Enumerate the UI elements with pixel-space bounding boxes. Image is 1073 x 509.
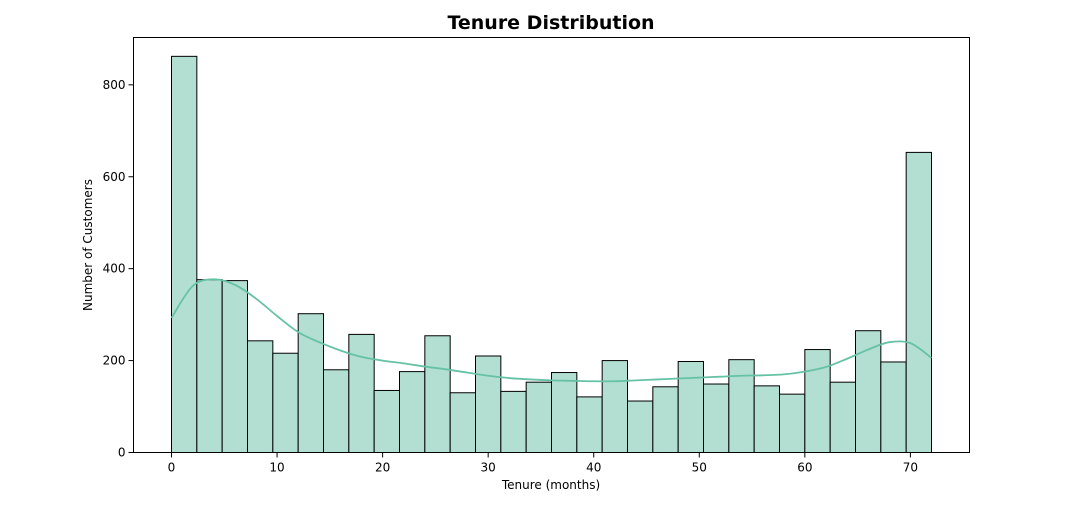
x-tick-label: 60: [797, 461, 812, 475]
y-tick-label: 800: [103, 78, 126, 92]
histogram-bar: [171, 55, 198, 454]
x-tick-label: 50: [692, 461, 707, 475]
histogram-bar: [576, 396, 603, 454]
histogram-bar: [348, 333, 375, 453]
histogram-bar: [373, 389, 400, 454]
histogram-bar: [297, 313, 324, 453]
histogram-bar: [424, 335, 451, 453]
plot-frame: [133, 37, 970, 453]
x-tick-label: 30: [481, 461, 496, 475]
histogram-bar: [829, 381, 857, 453]
x-tick-label: 20: [375, 461, 390, 475]
histogram-bar: [221, 280, 249, 454]
x-axis-label: Tenure (months): [501, 478, 600, 492]
histogram-bar: [551, 372, 578, 454]
histogram-bar: [804, 349, 831, 453]
histogram-bar: [196, 279, 223, 454]
y-axis-label: Number of Customers: [81, 179, 95, 311]
histogram-bar: [601, 360, 629, 453]
chart-title: Tenure Distribution: [447, 12, 654, 34]
histogram-bar: [728, 359, 755, 453]
x-axis-ticks: 0 10 20 30 40 50 60 70: [168, 452, 918, 475]
histogram-bar: [525, 381, 553, 453]
y-axis-ticks: 0 200 400 600 800: [103, 78, 134, 460]
histogram-bar: [880, 361, 907, 453]
bars-group: [171, 55, 933, 454]
histogram-bar: [855, 330, 882, 453]
histogram-bar: [677, 361, 705, 454]
histogram-bar: [703, 383, 730, 453]
histogram-bar: [272, 352, 299, 453]
x-tick-label: 0: [168, 461, 176, 475]
histogram-bar: [779, 393, 806, 454]
kde-line: [170, 278, 933, 383]
histogram-bar: [753, 385, 781, 454]
y-tick-label: 0: [118, 446, 126, 460]
y-tick-label: 400: [103, 262, 126, 276]
x-tick-label: 10: [269, 461, 284, 475]
histogram-bar: [627, 400, 654, 453]
histogram-bar: [247, 340, 274, 454]
histogram-bar: [449, 392, 476, 453]
histogram-bar: [399, 371, 426, 454]
histogram-bar: [323, 369, 350, 454]
histogram-bar: [652, 386, 679, 454]
x-tick-label: 40: [586, 461, 601, 475]
x-tick-label: 70: [903, 461, 918, 475]
histogram-bar: [500, 390, 527, 454]
y-tick-label: 600: [103, 170, 126, 184]
histogram-bar: [475, 355, 502, 453]
histogram-bar: [905, 151, 933, 453]
y-tick-label: 200: [103, 354, 126, 368]
